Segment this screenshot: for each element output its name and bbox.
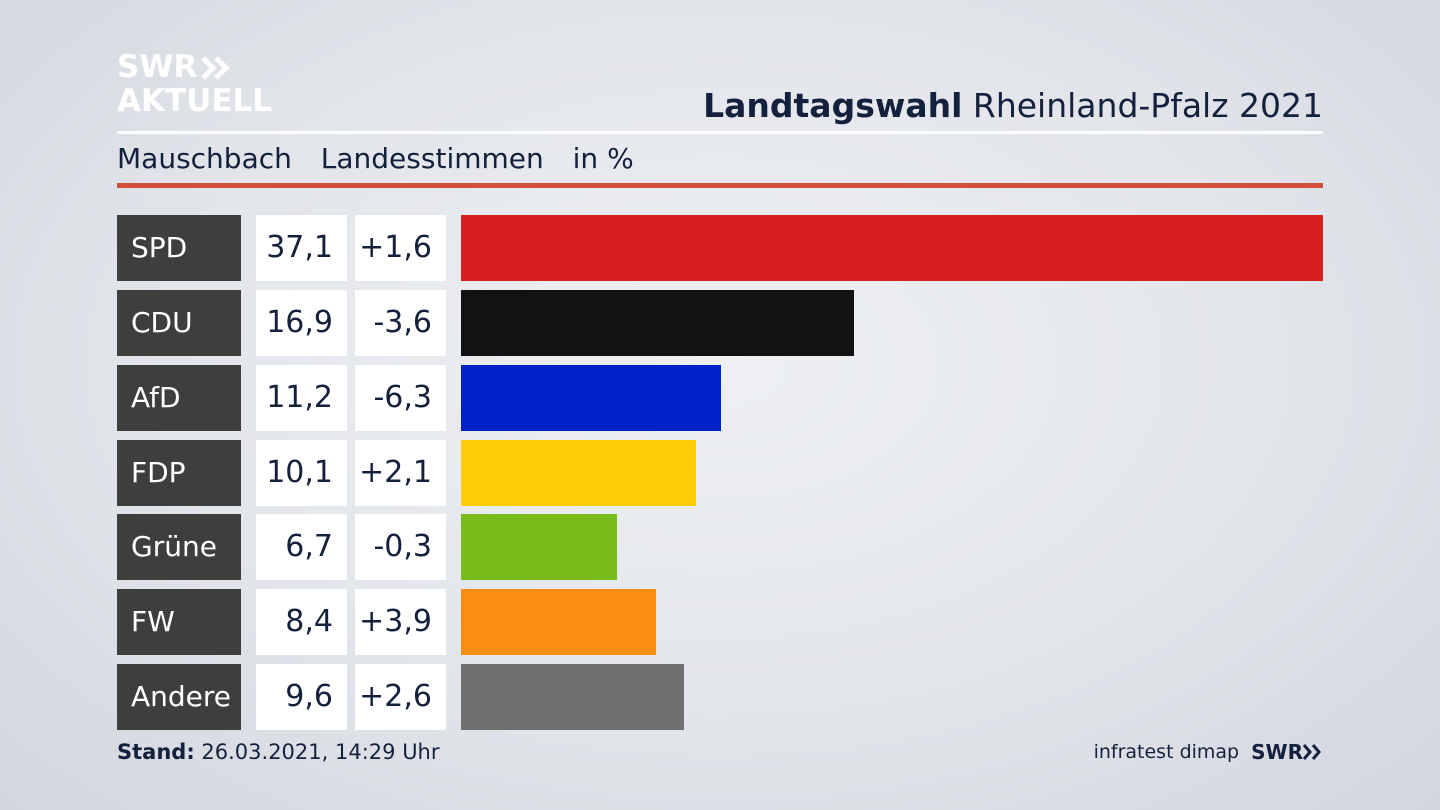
chart-row: CDU 16,9 -3,6 [0,289,1440,356]
vote-change-value: -6,3 [355,364,446,431]
bar [461,215,1323,281]
bar [461,289,854,356]
party-label: SPD [117,215,241,281]
swr-logo-text: SWR [1251,740,1303,764]
chart-row: FW 8,4 +3,9 [0,589,1440,656]
vote-share-value: 8,4 [256,589,347,656]
party-label: FW [117,589,241,656]
double-chevron-icon [1303,744,1321,760]
chart-row: Grüne 6,7 -0,3 [0,514,1440,581]
party-label: Grüne [117,514,241,581]
source-name: infratest dimap [1093,741,1240,763]
vote-share-value: 9,6 [256,664,347,731]
party-label: AfD [117,364,241,431]
bar [461,664,685,731]
chart-subtitle: Mauschbach Landesstimmen in % [117,142,654,175]
bar [461,589,657,656]
vote-share-value: 37,1 [256,215,347,281]
swr-logo: SWR [1251,740,1323,764]
swr-aktuell-logo: SWR AKTUELL [117,52,272,117]
chart-row: Andere 9,6 +2,6 [0,664,1440,731]
vote-change-value: +3,9 [355,589,446,656]
source-credit: infratest dimap SWR [1094,740,1323,764]
subtitle-type: Landesstimmen [320,142,544,175]
bar [461,364,722,431]
party-label: FDP [117,439,241,506]
accent-divider [117,183,1323,188]
title-bold: Landtagswahl [703,86,963,125]
vote-change-value: -0,3 [355,514,446,581]
vote-change-value: +1,6 [355,215,446,281]
vote-share-value: 16,9 [256,289,347,356]
title-rest: Rheinland-Pfalz 2021 [972,86,1323,125]
chart-row: FDP 10,1 +2,1 [0,439,1440,506]
vote-change-value: +2,1 [355,439,446,506]
timestamp-label: Stand: [117,740,195,764]
double-chevron-icon [201,55,230,80]
party-label: Andere [117,664,241,731]
vote-change-value: +2,6 [355,664,446,731]
timestamp-value: 26.03.2021, 14:29 Uhr [201,740,440,764]
chart-row: SPD 37,1 +1,6 [0,215,1440,281]
timestamp: Stand: 26.03.2021, 14:29 Uhr [117,740,440,764]
title-divider [117,131,1323,134]
party-label: CDU [117,289,241,356]
vote-share-value: 10,1 [256,439,347,506]
logo-line1: SWR [117,49,198,85]
bar [461,514,617,581]
vote-change-value: -3,6 [355,289,446,356]
subtitle-unit: in % [572,142,634,175]
vote-share-value: 6,7 [256,514,347,581]
subtitle-place: Mauschbach [117,142,292,175]
vote-share-value: 11,2 [256,364,347,431]
page-title: Landtagswahl Rheinland-Pfalz 2021 [703,86,1323,125]
logo-line2: AKTUELL [117,83,273,119]
bar [461,439,696,506]
chart-row: AfD 11,2 -6,3 [0,364,1440,431]
